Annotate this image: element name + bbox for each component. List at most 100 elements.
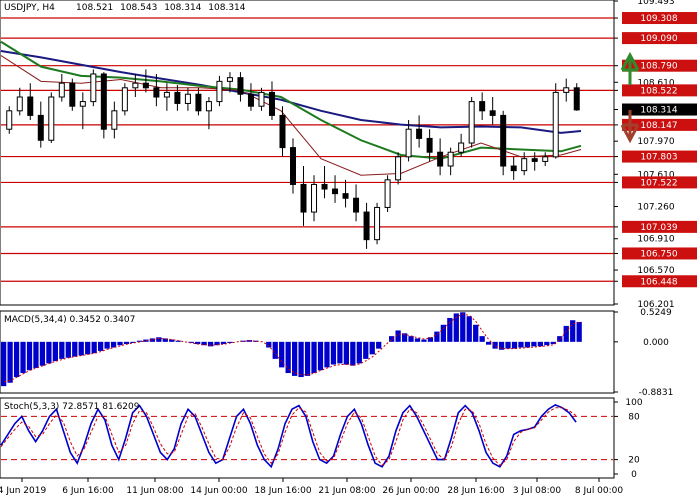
macd-bar bbox=[511, 341, 518, 349]
level-label-box bbox=[622, 275, 697, 288]
candle-body bbox=[542, 156, 549, 162]
macd-bar bbox=[149, 338, 155, 342]
macd-bar bbox=[195, 341, 201, 345]
macd-bar bbox=[266, 341, 272, 348]
candle-body bbox=[37, 114, 44, 141]
level-label: 108.522 bbox=[640, 86, 677, 96]
time-tick-label: 8 Jul 00:00 bbox=[575, 486, 624, 496]
stoch-tick-label: 0 bbox=[631, 470, 637, 480]
candle-body bbox=[531, 158, 538, 162]
level-label-box bbox=[622, 12, 697, 25]
macd-bar bbox=[363, 341, 369, 359]
macd-bar bbox=[220, 341, 227, 345]
macd-bar bbox=[447, 317, 453, 342]
macd-bar bbox=[20, 341, 26, 374]
candle-body bbox=[90, 73, 97, 103]
macd-bar bbox=[304, 341, 311, 376]
candle-body bbox=[468, 101, 475, 144]
arrow-down-icon bbox=[620, 110, 640, 144]
candle-body bbox=[16, 96, 23, 112]
macd-bar bbox=[39, 341, 46, 366]
candle-body bbox=[69, 82, 76, 107]
macd-signal-line bbox=[4, 313, 580, 383]
macd-bar bbox=[324, 341, 330, 368]
price-tick-label: 108.610 bbox=[637, 78, 674, 88]
macd-bar bbox=[473, 324, 479, 342]
macd-bar bbox=[376, 341, 382, 349]
candle-body bbox=[290, 147, 296, 185]
macd-bar bbox=[531, 341, 537, 347]
level-label: 107.522 bbox=[640, 178, 677, 188]
macd-bar bbox=[350, 341, 356, 366]
price-tick-label: 107.970 bbox=[637, 137, 674, 147]
macd-tick-label: -0.8831 bbox=[639, 388, 674, 398]
macd-bar bbox=[389, 336, 395, 342]
candle-body bbox=[353, 197, 360, 213]
candle-body bbox=[184, 93, 191, 104]
macd-bar bbox=[369, 341, 375, 355]
price-tick-label: 106.570 bbox=[637, 266, 674, 276]
macd-bar bbox=[537, 341, 543, 347]
candle-body bbox=[311, 183, 318, 213]
level-label-box bbox=[622, 84, 697, 97]
stoch-tick-label: 20 bbox=[628, 456, 640, 466]
macd-bar bbox=[33, 341, 39, 368]
macd-bar bbox=[356, 341, 362, 364]
stoch-panel bbox=[0, 397, 615, 479]
candle-body bbox=[237, 77, 244, 95]
candle-body bbox=[79, 101, 86, 107]
macd-bar bbox=[317, 341, 324, 371]
price-tick-label: 106.910 bbox=[637, 235, 674, 245]
candle-body bbox=[342, 193, 349, 199]
macd-bar bbox=[401, 333, 408, 342]
macd-bar bbox=[544, 341, 550, 346]
candle-body bbox=[426, 137, 433, 153]
candle-body bbox=[153, 87, 160, 98]
price-tick-label: 107.610 bbox=[637, 170, 674, 180]
macd-bar bbox=[169, 339, 175, 342]
macd-bar bbox=[337, 341, 343, 364]
candle-body bbox=[489, 110, 496, 116]
macd-bar bbox=[311, 341, 317, 374]
macd-histogram bbox=[1, 312, 582, 387]
macd-bar bbox=[576, 321, 582, 342]
time-tick-label: 3 Jul 08:00 bbox=[513, 486, 562, 496]
candle-body bbox=[132, 82, 139, 89]
macd-bar bbox=[518, 341, 524, 348]
macd-bar bbox=[1, 341, 7, 387]
macd-bar bbox=[162, 338, 168, 342]
candle-body bbox=[332, 188, 339, 195]
chart-title: USDJPY, H4 bbox=[4, 3, 55, 13]
time-tick-label: 21 Jun 08:00 bbox=[318, 486, 375, 496]
macd-bar bbox=[505, 341, 511, 349]
macd-bar bbox=[434, 331, 440, 342]
level-label-box bbox=[622, 118, 697, 131]
current-price-label: 108.314 bbox=[640, 106, 677, 116]
price-panel bbox=[0, 0, 615, 306]
time-tick-label: 28 Jun 16:00 bbox=[447, 486, 504, 496]
macd-bar bbox=[292, 341, 298, 376]
time-tick-label: 6 Jun 16:00 bbox=[62, 486, 114, 496]
price-tick-label: 107.260 bbox=[637, 203, 674, 213]
macd-bar bbox=[524, 341, 531, 348]
macd-bar bbox=[414, 338, 421, 342]
level-label-box bbox=[622, 220, 697, 233]
macd-bar bbox=[59, 341, 65, 359]
macd-bar bbox=[98, 341, 104, 351]
candle-body bbox=[268, 91, 275, 116]
macd-bar bbox=[52, 341, 58, 362]
level-label: 109.308 bbox=[640, 14, 677, 24]
level-label: 106.448 bbox=[640, 277, 677, 287]
macd-tick-label: 0.5249 bbox=[640, 308, 672, 318]
macd-bar bbox=[395, 330, 401, 342]
candle-body bbox=[510, 165, 517, 172]
level-label: 109.090 bbox=[640, 34, 677, 44]
macd-title: MACD(5,34,4) 0.3452 0.3407 bbox=[4, 315, 135, 325]
macd-bar bbox=[492, 341, 498, 349]
level-label: 107.039 bbox=[640, 223, 677, 233]
level-label: 108.790 bbox=[640, 62, 677, 72]
candle-body bbox=[521, 158, 528, 172]
candle-body bbox=[447, 151, 454, 167]
candle-body bbox=[6, 110, 13, 130]
